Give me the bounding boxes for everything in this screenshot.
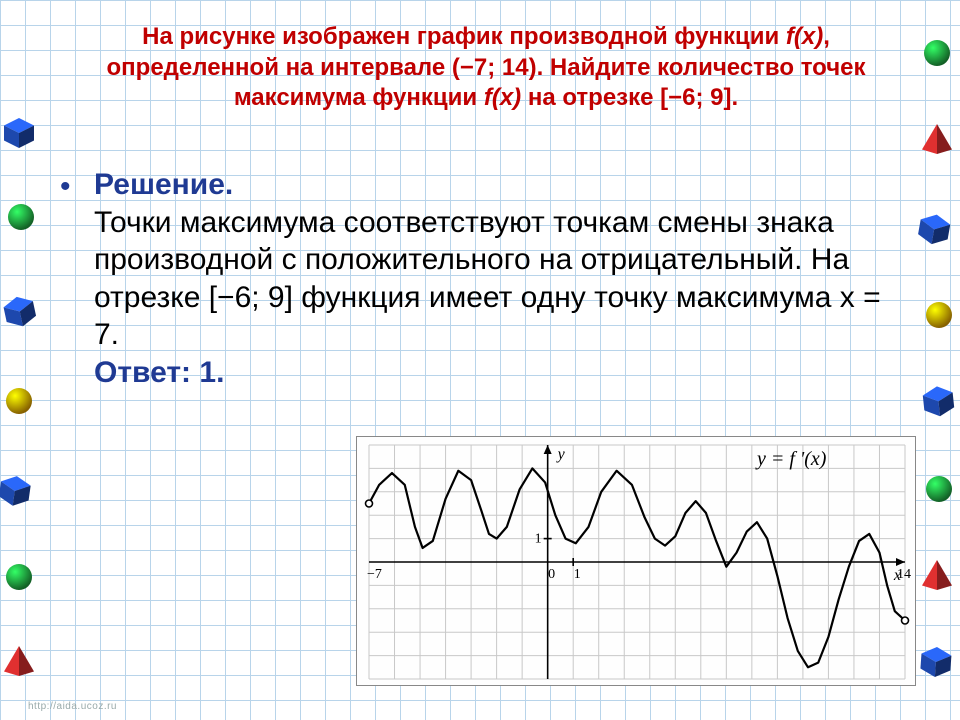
chart-svg: 0114−71yxy = f '(x) — [357, 437, 917, 687]
title-part-1: На рисунке изображен график производной … — [142, 23, 786, 50]
title-part-2: определенной на интервале (−7; 14). Найд… — [107, 54, 866, 81]
svg-text:−7: −7 — [367, 567, 382, 582]
svg-text:x: x — [893, 567, 901, 584]
title-part-3b: на отрезке [−6; 9]. — [521, 84, 738, 111]
derivative-chart: 0114−71yxy = f '(x) — [356, 436, 916, 686]
svg-text:y = f '(x): y = f '(x) — [755, 448, 827, 470]
title-fx-1: f(x) — [786, 23, 823, 50]
watermark-text: http://aida.ucoz.ru — [28, 701, 117, 712]
svg-text:1: 1 — [574, 567, 581, 582]
solution-heading: Решение. — [94, 168, 233, 201]
svg-text:1: 1 — [535, 532, 542, 547]
problem-title: На рисунке изображен график производной … — [60, 22, 912, 132]
title-part-3a: максимума функции — [234, 84, 484, 111]
svg-text:0: 0 — [548, 567, 555, 582]
solution-text: Решение. Точки максимума соответствуют т… — [94, 166, 912, 391]
title-fx-2: f(x) — [484, 84, 521, 111]
bullet-icon: • — [60, 166, 94, 391]
title-part-1b: , — [823, 23, 830, 50]
svg-text:y: y — [556, 446, 566, 463]
solution-body: Точки максимума соответствуют точкам сме… — [94, 206, 881, 352]
solution-block: • Решение. Точки максимума соответствуют… — [60, 132, 912, 391]
solution-answer: Ответ: 1. — [94, 356, 224, 389]
